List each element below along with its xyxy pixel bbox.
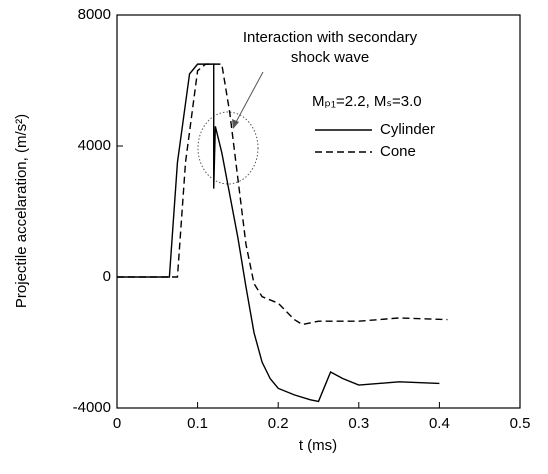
data-line — [117, 63, 448, 326]
annotation-arrow — [234, 71, 264, 125]
annotation: shock wave — [291, 49, 369, 66]
x-tick-label: 0.2 — [268, 415, 289, 432]
x-tick-label: 0.4 — [429, 415, 450, 432]
x-tick-label: 0.5 — [510, 415, 531, 432]
legend-title: Mₚ₁=2.2, Mₛ=3.0 — [312, 93, 422, 110]
legend-label: Cylinder — [380, 121, 435, 138]
y-tick-label: 4000 — [78, 137, 111, 154]
legend-label: Cone — [380, 143, 416, 160]
annotation: Interaction with secondary — [243, 29, 418, 46]
y-axis-label: Projectile accelaration, (m/s²) — [13, 114, 30, 308]
y-tick-label: 0 — [103, 268, 111, 285]
x-tick-label: 0 — [113, 415, 121, 432]
x-axis-label: t (ms) — [299, 437, 337, 454]
y-tick-label: -4000 — [73, 399, 111, 416]
plot-frame — [116, 14, 521, 409]
highlight-ellipse — [197, 111, 259, 185]
arrow-head — [232, 119, 239, 129]
data-line — [117, 63, 440, 403]
y-tick-label: 8000 — [78, 6, 111, 23]
x-tick-label: 0.1 — [187, 415, 208, 432]
x-tick-label: 0.3 — [348, 415, 369, 432]
